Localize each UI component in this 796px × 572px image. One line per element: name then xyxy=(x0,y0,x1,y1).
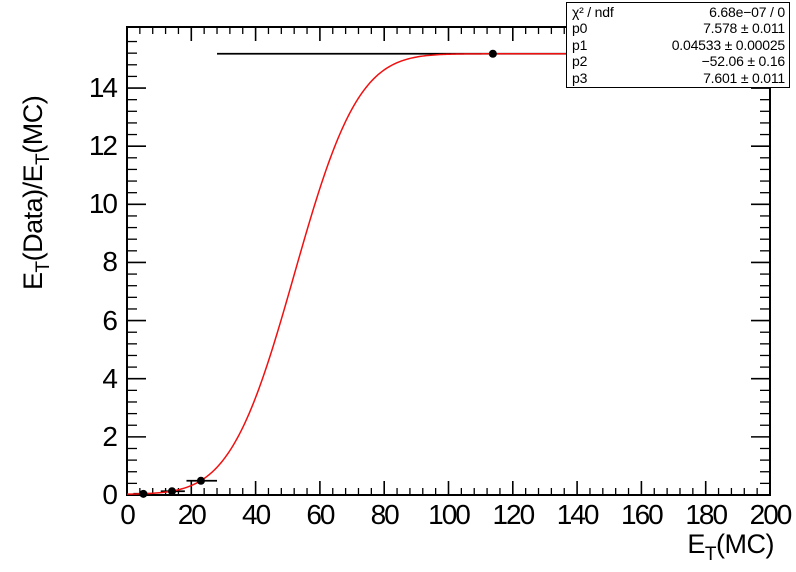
stats-label: p2 xyxy=(572,53,588,70)
plot-frame xyxy=(126,26,771,496)
y-axis-title: ET(Data)/ET(MC) xyxy=(16,16,61,290)
fit-stats-box: χ² / ndf 6.68e−07 / 0 p0 7.578 ± 0.011 p… xyxy=(566,2,790,88)
stats-value: 7.578 ± 0.011 xyxy=(703,20,785,37)
y-axis-title-subscript: T xyxy=(33,153,54,165)
stats-label: p3 xyxy=(572,69,588,86)
data-point-marker xyxy=(488,49,497,58)
stats-row-p1: p1 0.04533 ± 0.00025 xyxy=(572,37,785,53)
y-axis-title-text: E xyxy=(18,272,48,290)
stats-row-p0: p0 7.578 ± 0.011 xyxy=(572,20,785,36)
data-point-marker xyxy=(139,489,148,498)
x-axis-title: ET(MC) xyxy=(474,529,774,566)
stats-label: p0 xyxy=(572,20,588,37)
x-axis-title-text: E xyxy=(687,529,705,559)
x-axis-title-subscript: T xyxy=(704,544,717,565)
stats-label: p1 xyxy=(572,36,588,53)
stats-value: 7.601 ± 0.011 xyxy=(703,69,785,86)
y-axis-title-text: (Data)/E xyxy=(18,164,48,262)
stats-row-chi2: χ² / ndf 6.68e−07 / 0 xyxy=(572,4,785,20)
y-axis-title-subscript: T xyxy=(33,261,54,273)
fit-curve xyxy=(126,53,578,495)
stats-row-p3: p3 7.601 ± 0.011 xyxy=(572,70,785,86)
x-axis-title-text: (MC) xyxy=(716,529,774,559)
stats-row-p2: p2 −52.06 ± 0.16 xyxy=(572,53,785,69)
data-point-marker xyxy=(196,476,205,485)
stats-label: χ² / ndf xyxy=(572,4,614,20)
stats-value: 0.04533 ± 0.00025 xyxy=(671,36,785,53)
stats-value: −52.06 ± 0.16 xyxy=(701,53,786,70)
y-axis-title-text: (MC) xyxy=(18,95,48,154)
data-point-marker xyxy=(168,487,177,496)
stats-value: 6.68e−07 / 0 xyxy=(709,4,785,20)
